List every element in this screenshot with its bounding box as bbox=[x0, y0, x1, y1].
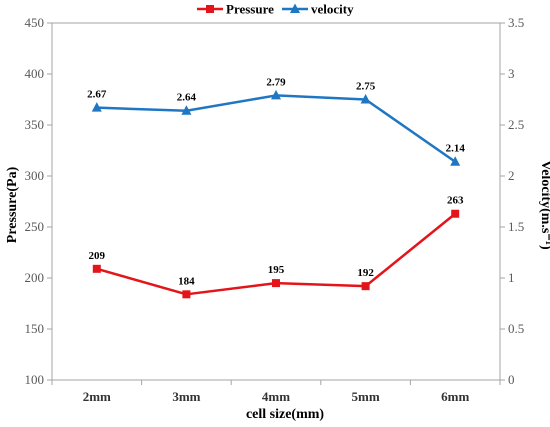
y-right-tick-label: 0.5 bbox=[508, 321, 524, 336]
data-point bbox=[182, 290, 191, 299]
series-pressure: 209 184 195 192 263 bbox=[89, 195, 464, 299]
y-right-tick-label: 1 bbox=[508, 270, 515, 285]
legend-item-velocity: velocity bbox=[282, 2, 354, 17]
y-right-tick-label: 0 bbox=[508, 372, 515, 387]
y-left-tick-label: 400 bbox=[25, 66, 45, 81]
y-left-tick-label: 250 bbox=[25, 219, 45, 234]
data-label: 184 bbox=[178, 275, 195, 287]
series-velocity: 2.67 2.64 2.79 2.75 2.14 bbox=[87, 76, 466, 166]
x-tick-label: 2mm bbox=[83, 389, 111, 404]
x-tick-label: 4mm bbox=[262, 389, 290, 404]
data-point bbox=[360, 94, 371, 104]
data-label: 263 bbox=[447, 195, 464, 207]
data-point bbox=[361, 282, 370, 291]
data-point bbox=[91, 102, 102, 112]
x-tick-label: 6mm bbox=[441, 389, 469, 404]
y-left-tick-label: 300 bbox=[25, 168, 45, 183]
y-axis-left-title: Pressure(Pa) bbox=[5, 166, 20, 243]
x-axis-title: cell size(mm) bbox=[246, 407, 324, 422]
y-left-tick-label: 200 bbox=[25, 270, 45, 285]
y-right-tick-label: 1.5 bbox=[508, 219, 524, 234]
y-right-tick-label: 2.5 bbox=[508, 117, 524, 132]
y-left-tick-label: 350 bbox=[25, 117, 45, 132]
data-label: 2.79 bbox=[266, 76, 286, 88]
data-point bbox=[451, 209, 460, 218]
legend-label: Pressure bbox=[226, 2, 274, 17]
data-label: 2.64 bbox=[177, 92, 197, 104]
series-line bbox=[96, 94, 456, 163]
data-point bbox=[181, 105, 192, 115]
y-axis-right-title: Velocity(m.s⁻¹) bbox=[538, 160, 550, 250]
y-right-tick-label: 2 bbox=[508, 168, 515, 183]
data-label: 209 bbox=[89, 250, 106, 262]
y-left-tick-label: 100 bbox=[25, 372, 45, 387]
axes: 100 150 200 250 300 350 400 450 0 0.5 1 1.5 2 2.5 3 3.5… bbox=[25, 15, 525, 404]
legend-marker bbox=[206, 5, 214, 13]
legend-label: velocity bbox=[311, 2, 354, 17]
x-tick-label: 3mm bbox=[172, 389, 200, 404]
y-right-tick-label: 3.5 bbox=[508, 15, 524, 30]
data-point bbox=[271, 89, 281, 100]
legend-item-pressure: Pressure bbox=[197, 2, 274, 17]
x-tick-label: 5mm bbox=[352, 389, 380, 404]
y-left-tick-label: 150 bbox=[25, 321, 45, 336]
data-point bbox=[450, 156, 461, 166]
legend-marker bbox=[290, 3, 300, 13]
data-point bbox=[92, 264, 101, 273]
data-label: 2.75 bbox=[356, 81, 376, 93]
data-label: 2.14 bbox=[446, 143, 466, 155]
data-label: 195 bbox=[268, 264, 285, 276]
data-label: 192 bbox=[357, 267, 374, 279]
legend: Pressure velocity bbox=[197, 2, 354, 17]
y-right-tick-label: 3 bbox=[508, 66, 515, 81]
data-point bbox=[272, 279, 280, 288]
series-layer: 209 184 195 192 263 2.67 2.64 2.79 2.75 2.14 bbox=[87, 76, 466, 299]
plot-frame bbox=[51, 22, 501, 381]
y-left-tick-label: 450 bbox=[25, 15, 45, 30]
data-label: 2.67 bbox=[87, 89, 107, 101]
